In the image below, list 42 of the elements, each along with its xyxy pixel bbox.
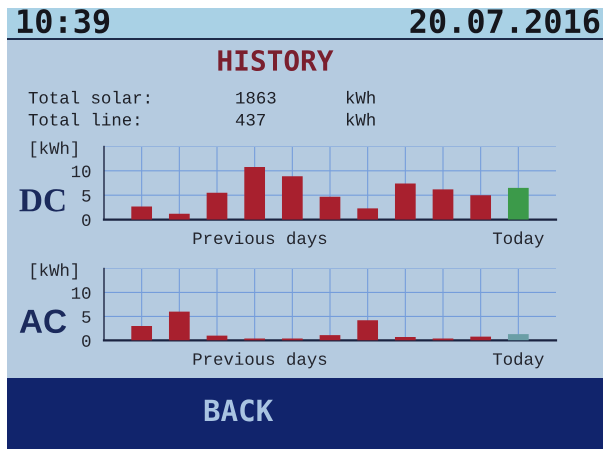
x-axis-title: Previous days: [194, 352, 326, 368]
y-axis-title: [kWh]: [32, 263, 77, 280]
bar: [168, 214, 190, 220]
text: AC: [20, 310, 66, 334]
y-tick-label: 0: [82, 214, 90, 226]
x-tick-label: Today: [492, 231, 544, 248]
bar: [432, 189, 454, 220]
text: kWh: [347, 112, 375, 126]
bar: [244, 166, 266, 220]
bar: [470, 195, 492, 220]
text: HISTORY: [218, 50, 334, 72]
bar: [470, 336, 492, 340]
text: 437: [236, 114, 265, 126]
y-tick-label: 0: [82, 335, 90, 347]
text: Total line:: [28, 112, 138, 126]
y-tick-label: 10: [72, 166, 90, 178]
bar: [394, 184, 416, 220]
bar: [357, 208, 378, 220]
y-axis-title: [kWh]: [32, 141, 77, 158]
text: Total solar:: [28, 90, 149, 104]
text: 1863: [236, 92, 276, 104]
y-tick-label: 5: [82, 190, 90, 202]
bar: [508, 334, 529, 340]
x-tick-label: Today: [492, 352, 544, 368]
y-tick-label: 10: [72, 287, 90, 299]
y-tick-label: 5: [82, 311, 90, 323]
bar: [320, 335, 340, 340]
bar: [206, 192, 228, 220]
bar: [206, 336, 228, 340]
bar: [131, 206, 152, 220]
text: 10:39: [18, 9, 110, 34]
bar: [320, 196, 340, 220]
bar: [131, 326, 152, 340]
bar: [508, 188, 529, 220]
bar: [357, 320, 378, 340]
x-axis-title: Previous days: [194, 231, 326, 248]
text: DC: [19, 189, 65, 212]
text: BACK: [204, 399, 274, 422]
text: kWh: [347, 90, 375, 104]
bar: [282, 176, 303, 220]
text: 20.07.2016: [410, 9, 600, 34]
bar: [168, 312, 190, 340]
